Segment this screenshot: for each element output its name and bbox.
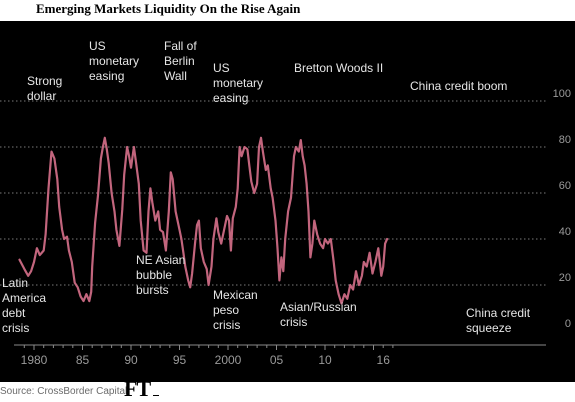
annotation-mexican: Mexican peso crisis [213, 288, 258, 332]
annotation-line: Bretton Woods II [294, 61, 383, 75]
x-tick-label: 16 [377, 353, 391, 367]
annotation-berlin: Fall of Berlin Wall [164, 39, 197, 83]
series-layer [18, 136, 389, 305]
annotation-line: Mexican [213, 288, 258, 302]
annotation-line: Wall [164, 69, 187, 83]
annotation-line: easing [89, 69, 124, 83]
y-tick-label: 40 [559, 226, 571, 238]
y-tick-label: 80 [559, 134, 571, 146]
annotation-line: monetary [89, 54, 139, 68]
x-tick-label: 85 [76, 353, 90, 367]
annotation-us-easing-1: US monetary easing [89, 39, 139, 83]
annotation-china-boom: China credit boom [410, 79, 507, 93]
source-note: Source: CrossBorder Capital [0, 386, 128, 397]
annotation-line: Berlin [164, 54, 195, 68]
annotation-line: Latin [2, 276, 28, 290]
annotation-bretton: Bretton Woods II [294, 61, 383, 75]
annotation-line: Strong [27, 74, 62, 88]
annotation-ne-asian: NE Asian bubble bursts [136, 253, 185, 297]
annotation-line: China credit [466, 306, 531, 320]
annotation-line: easing [213, 91, 248, 105]
x-tick-label: 1980 [21, 353, 48, 367]
annotation-china-squeeze: China credit squeeze [466, 306, 531, 335]
annotation-line: US [213, 61, 230, 75]
x-tick-label: 2000 [215, 353, 242, 367]
annotation-line: bursts [136, 283, 169, 297]
annotation-line: dollar [27, 89, 56, 103]
y-tick-label: 0 [565, 318, 571, 330]
annotation-line: monetary [213, 76, 263, 90]
x-tick-label: 95 [173, 353, 187, 367]
annotation-line: Fall of [164, 39, 197, 53]
x-axis: 1980 85 90 95 2000 05 10 16 [14, 344, 546, 367]
annotation-line: debt [2, 306, 26, 320]
annotation-latam: Latin America debt crisis [2, 276, 46, 335]
x-tick-label: 10 [318, 353, 332, 367]
annotation-line: NE Asian [136, 253, 185, 267]
y-tick-label: 100 [553, 88, 571, 100]
y-tick-label: 60 [559, 180, 571, 192]
annotation-strong-dollar: Strong dollar [27, 74, 62, 103]
annotation-line: peso [213, 303, 239, 317]
gridlines [0, 100, 546, 286]
annotation-us-easing-2: US monetary easing [213, 61, 263, 105]
annotation-line: crisis [2, 321, 29, 335]
annotation-line: squeeze [466, 321, 512, 335]
x-tick-label: 90 [124, 353, 138, 367]
annotation-asian-russian: Asian/Russian crisis [280, 300, 357, 329]
annotation-line: crisis [280, 315, 307, 329]
annotation-line: bubble [136, 268, 172, 282]
annotation-line: US [89, 39, 106, 53]
annotation-line: Asian/Russian [280, 300, 357, 314]
chart-area: 1980 85 90 95 2000 05 10 16 0 20 40 60 80 100 Latin A… [0, 21, 575, 382]
annotation-line: China credit boom [410, 79, 507, 93]
x-tick-label: 05 [270, 353, 284, 367]
y-axis: 0 20 40 60 80 100 [553, 88, 571, 330]
ft-logo-underline [153, 395, 159, 396]
liquidity-series-line [18, 136, 389, 305]
y-tick-label: 20 [559, 272, 571, 284]
ft-logo: FT [124, 376, 151, 401]
annotation-line: America [2, 291, 46, 305]
chart-title: Emerging Markets Liquidity On the Rise A… [36, 1, 301, 16]
annotation-line: crisis [213, 318, 240, 332]
